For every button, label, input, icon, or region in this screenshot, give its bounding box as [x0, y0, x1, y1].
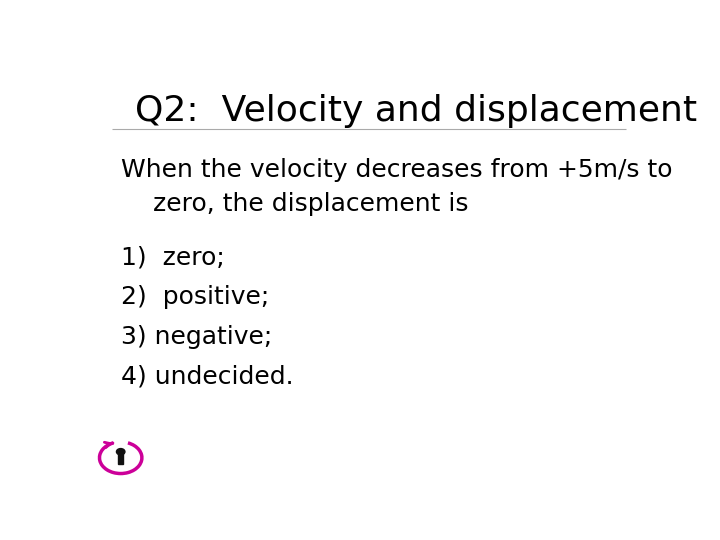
- Text: 4) undecided.: 4) undecided.: [121, 364, 293, 388]
- Text: zero, the displacement is: zero, the displacement is: [121, 192, 468, 215]
- Text: 3) negative;: 3) negative;: [121, 325, 272, 349]
- Bar: [118, 453, 123, 464]
- Circle shape: [117, 449, 125, 455]
- Text: When the velocity decreases from +5m/s to: When the velocity decreases from +5m/s t…: [121, 158, 672, 183]
- Text: 1)  zero;: 1) zero;: [121, 246, 225, 269]
- Text: Q2:  Velocity and displacement: Q2: Velocity and displacement: [135, 94, 697, 128]
- Text: 2)  positive;: 2) positive;: [121, 285, 269, 309]
